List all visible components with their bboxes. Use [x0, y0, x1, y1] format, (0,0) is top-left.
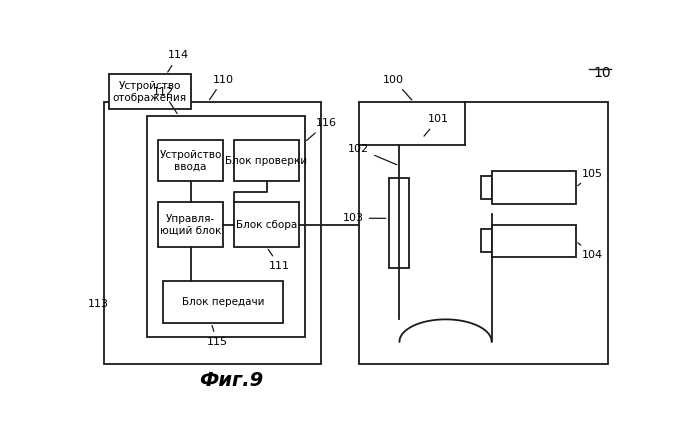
Text: 102: 102 — [348, 144, 397, 165]
Bar — [104, 102, 321, 364]
Text: 105: 105 — [578, 168, 603, 185]
Text: Фиг.9: Фиг.9 — [199, 371, 263, 390]
Text: 115: 115 — [206, 326, 228, 347]
Text: Блок проверки: Блок проверки — [225, 156, 307, 166]
Text: Блок сбора: Блок сбора — [236, 220, 297, 229]
Bar — [147, 116, 304, 336]
Text: 110: 110 — [209, 75, 234, 100]
Text: Устройство
отображения: Устройство отображения — [113, 81, 187, 103]
Text: Устройство
ввода: Устройство ввода — [160, 150, 222, 172]
Text: Управля-
ющий блок: Управля- ющий блок — [160, 214, 221, 235]
Bar — [158, 202, 223, 247]
Bar — [234, 140, 299, 181]
Text: 112: 112 — [153, 87, 177, 113]
Text: Блок передачи: Блок передачи — [182, 297, 265, 307]
Bar — [158, 140, 223, 181]
Text: 100: 100 — [383, 75, 412, 100]
Text: 103: 103 — [343, 213, 386, 223]
Bar — [163, 281, 283, 323]
Bar — [109, 74, 190, 109]
Text: 10: 10 — [594, 66, 611, 80]
Text: 101: 101 — [424, 114, 449, 136]
Bar — [491, 224, 575, 257]
Text: 114: 114 — [168, 51, 189, 72]
Bar — [491, 171, 575, 204]
Text: 113: 113 — [88, 296, 109, 309]
Text: 111: 111 — [268, 249, 290, 271]
Bar — [481, 229, 491, 252]
Text: 116: 116 — [307, 118, 337, 141]
Bar — [481, 176, 491, 199]
Bar — [358, 102, 608, 364]
Bar — [389, 178, 410, 267]
Text: 104: 104 — [578, 243, 603, 260]
Bar — [234, 202, 299, 247]
